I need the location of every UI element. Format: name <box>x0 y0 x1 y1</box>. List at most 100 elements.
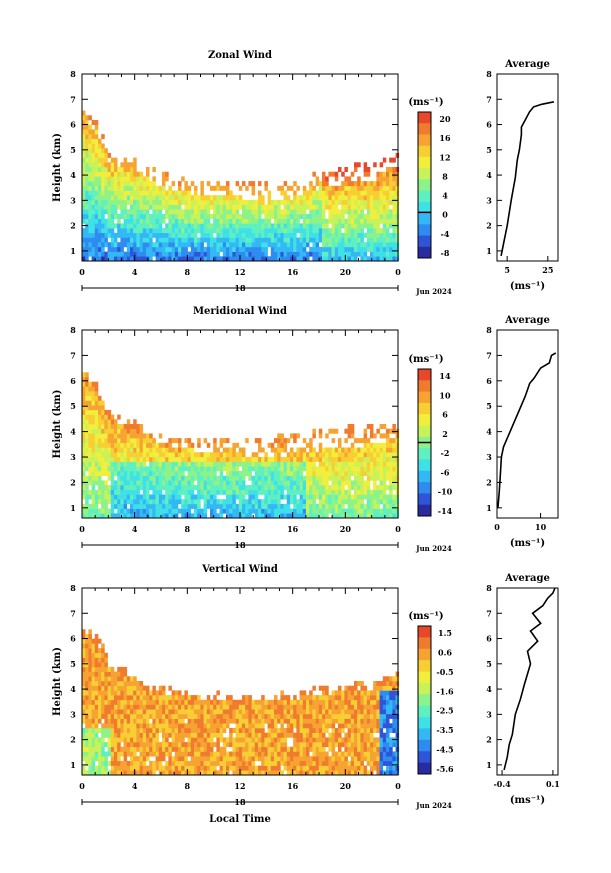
heatmap-cell <box>181 251 185 257</box>
heatmap-cell <box>382 218 387 224</box>
heatmap-cell <box>296 433 300 439</box>
heatmap-cell <box>235 442 240 448</box>
heatmap-cell <box>286 718 291 724</box>
heatmap-cell <box>104 433 108 439</box>
heatmap-cell <box>120 695 124 701</box>
heatmap-cell <box>152 685 156 691</box>
heatmap-cell <box>162 475 166 481</box>
heatmap-cell <box>360 204 364 210</box>
heatmap-cell <box>126 218 131 224</box>
heatmap-cell <box>232 199 236 205</box>
heatmap-cell <box>280 699 284 705</box>
heatmap-cell <box>133 760 137 766</box>
heatmap-cell <box>274 508 278 514</box>
heatmap-cell <box>194 185 198 191</box>
heatmap-cell <box>296 204 300 210</box>
heatmap-cell <box>168 760 172 766</box>
heatmap-cell <box>379 442 384 448</box>
heatmap-cell <box>139 237 144 243</box>
average-profile-line <box>497 352 557 508</box>
heatmap-cell <box>312 461 316 467</box>
heatmap-cell <box>139 728 144 733</box>
heatmap-cell <box>248 181 252 187</box>
heatmap-cell <box>296 471 300 476</box>
heatmap-cell <box>136 176 140 182</box>
heatmap-cell <box>344 204 348 210</box>
heatmap-cell <box>232 452 236 458</box>
heatmap-cell <box>165 765 169 771</box>
heatmap-cell <box>85 162 89 168</box>
heatmap-cell <box>178 218 182 224</box>
heatmap-cell <box>376 489 380 495</box>
heatmap-cell <box>139 742 144 748</box>
colorbar-unit: (ms⁻¹) <box>408 354 443 365</box>
heatmap-cell <box>334 218 339 224</box>
heatmap-cell <box>117 218 121 224</box>
heatmap-cell <box>82 138 86 144</box>
heatmap-cell <box>277 770 281 776</box>
heatmap-cell <box>85 508 89 514</box>
heatmap-cell <box>184 232 188 238</box>
heatmap-cell <box>290 494 294 500</box>
heatmap-cell <box>309 214 313 219</box>
heatmap-cell <box>200 461 204 467</box>
heatmap-cell <box>158 695 163 701</box>
heatmap-cell <box>376 176 380 182</box>
heatmap-cell <box>267 751 272 757</box>
heatmap-cell <box>190 751 195 757</box>
heatmap-cell <box>123 704 128 710</box>
heatmap-cell <box>104 709 108 715</box>
heatmap-cell <box>267 704 272 710</box>
heatmap-cell <box>142 447 147 453</box>
heatmap-cell <box>293 195 297 201</box>
heatmap-cell <box>258 728 262 733</box>
heatmap-cell <box>133 728 137 733</box>
heatmap-cell <box>91 648 96 654</box>
heatmap-cell <box>184 760 188 766</box>
heatmap-cell <box>254 699 259 705</box>
heatmap-cell <box>155 695 160 701</box>
heatmap-cell <box>133 475 137 481</box>
heatmap-cell <box>219 195 224 201</box>
heatmap-cell <box>360 218 364 224</box>
heatmap-cell <box>302 760 307 766</box>
heatmap-cell <box>334 256 339 262</box>
heatmap-cell <box>350 204 355 210</box>
heatmap-cell <box>264 209 268 215</box>
heatmap-cell <box>334 251 339 257</box>
heatmap-cell <box>194 471 198 476</box>
heatmap-cell <box>344 218 348 224</box>
heatmap-cell <box>334 171 339 177</box>
heatmap-cell <box>139 480 144 486</box>
heatmap-cell <box>213 251 217 257</box>
heatmap-cell <box>168 442 172 448</box>
heatmap-cell <box>158 204 163 210</box>
heatmap-cell <box>203 713 208 719</box>
heatmap-cell <box>168 489 172 495</box>
heatmap-cell <box>197 760 201 766</box>
meridional-wind-heatmap <box>82 372 400 519</box>
heatmap-cell <box>117 480 121 486</box>
heatmap-cell <box>373 452 377 458</box>
heatmap-cell <box>82 167 86 172</box>
heatmap-cell <box>216 756 220 762</box>
heatmap-cell <box>286 228 291 234</box>
heatmap-cell <box>85 657 89 663</box>
heatmap-cell <box>350 214 355 219</box>
heatmap-cell <box>120 228 124 234</box>
heatmap-cell <box>229 223 233 229</box>
heatmap-cell <box>261 228 265 234</box>
heatmap-cell <box>190 737 195 743</box>
heatmap-cell <box>162 732 166 738</box>
heatmap-cell <box>133 732 137 738</box>
heatmap-cell <box>277 713 281 719</box>
heatmap-cell <box>142 185 147 191</box>
heatmap-cell <box>309 508 313 514</box>
heatmap-cell <box>267 237 272 243</box>
heatmap-cell <box>158 508 163 514</box>
heatmap-cell <box>302 214 307 219</box>
heatmap-cell <box>395 503 400 509</box>
heatmap-cell <box>350 424 355 429</box>
heatmap-cell <box>117 242 121 248</box>
heatmap-cell <box>270 489 275 495</box>
